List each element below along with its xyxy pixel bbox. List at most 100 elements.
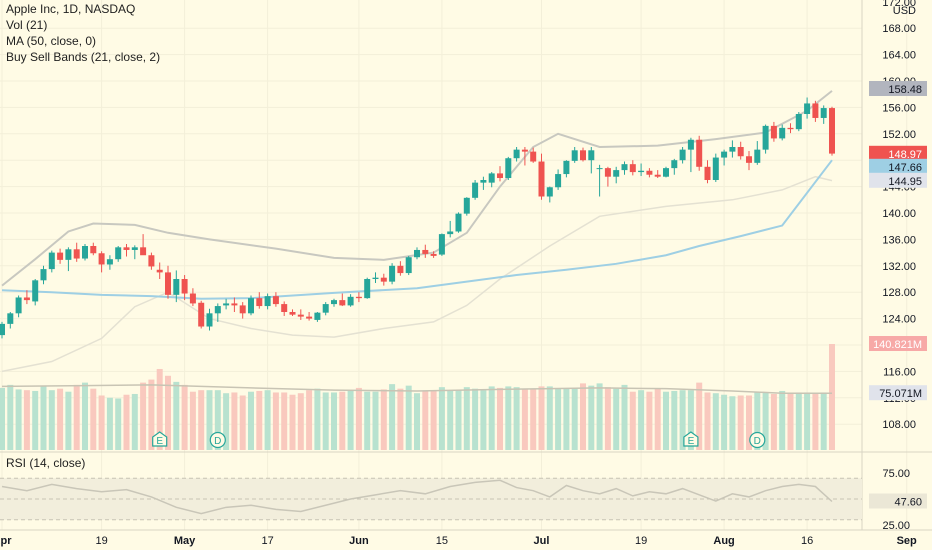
candle-body	[256, 298, 263, 307]
candle-body	[447, 231, 454, 235]
candle-body	[40, 269, 47, 281]
candle-body	[621, 164, 628, 171]
candle-body	[770, 125, 777, 139]
price-label-text: 158.48	[888, 84, 922, 96]
volume-bar	[414, 393, 420, 450]
price-label-background	[869, 493, 927, 509]
candle-body	[762, 125, 769, 150]
ma-value-label: 147.66	[869, 158, 927, 174]
rsi-legend[interactable]: RSI (14, close)	[6, 456, 86, 470]
candle-body	[264, 296, 271, 307]
candle-body	[339, 300, 346, 306]
candle-body	[115, 247, 122, 260]
legend-bands[interactable]: Buy Sell Bands (21, close, 2)	[6, 50, 161, 64]
candle-body	[65, 249, 72, 260]
volume-bar	[596, 383, 603, 450]
legend-title[interactable]: Apple Inc, 1D, NASDAQ	[6, 2, 136, 16]
candle-body	[206, 313, 213, 327]
dividend-marker[interactable]	[209, 431, 226, 449]
price-tick-label: 108.00	[882, 419, 916, 431]
legend-ma[interactable]: MA (50, close, 0)	[6, 34, 97, 48]
candle-body	[538, 161, 545, 197]
candle-body	[671, 160, 678, 169]
price-tick-label: 132.00	[882, 261, 916, 273]
volume-bar	[214, 390, 221, 450]
candle-body	[480, 180, 487, 183]
candle-body	[513, 149, 520, 159]
candle-body	[463, 197, 470, 214]
volume-bar	[829, 344, 835, 450]
price-label-text: 147.66	[888, 162, 922, 174]
volume-bar	[131, 393, 138, 450]
candle-body	[0, 323, 5, 336]
candle-body	[663, 168, 669, 177]
volume-bar	[571, 387, 578, 450]
price-tick-label: 156.00	[882, 102, 916, 114]
candle-body	[131, 247, 138, 250]
candle-body	[82, 246, 88, 259]
volume-bar	[480, 390, 487, 450]
candle-body	[181, 279, 188, 294]
candle-body	[563, 160, 570, 175]
currency-label: USD	[893, 5, 916, 17]
volume-bar	[430, 390, 437, 450]
candle-body	[98, 253, 105, 265]
volume-bar	[513, 387, 520, 450]
candle-body	[198, 302, 205, 327]
volume-bar	[538, 386, 545, 450]
earnings-marker[interactable]	[152, 431, 168, 447]
dividend-marker-label[interactable]: D	[214, 436, 221, 447]
legend-volume[interactable]: Vol (21)	[6, 18, 48, 32]
volume-bar	[223, 393, 230, 450]
price-label-text: 140.821M	[873, 339, 922, 351]
volume-bar	[588, 385, 595, 450]
volume-bar	[231, 392, 238, 450]
candle-body	[272, 296, 279, 305]
candle-body	[521, 149, 528, 152]
dividend-marker[interactable]	[749, 431, 766, 449]
candle-body	[505, 158, 512, 179]
candle-body	[297, 314, 304, 317]
price-label-text: 75.071M	[879, 388, 922, 400]
candle-body	[23, 297, 30, 301]
volume-bar	[339, 391, 346, 450]
earnings-marker-label[interactable]: E	[688, 436, 695, 447]
price-tick-label: 136.00	[882, 234, 916, 246]
volume-bar	[256, 390, 263, 450]
candle-body	[472, 182, 479, 198]
candle-body	[438, 234, 445, 255]
volume-bar	[281, 392, 288, 450]
volume-bar	[23, 390, 30, 450]
price-tick-label: 164.00	[882, 50, 916, 62]
volume-bar	[198, 390, 205, 450]
candle-body	[57, 252, 64, 260]
time-tick-label: 16	[801, 535, 813, 547]
dividend-marker-label[interactable]: D	[754, 436, 761, 447]
volume-ma-value-label: 75.071M	[869, 385, 927, 401]
volume-bar	[737, 395, 744, 450]
candle-body	[347, 296, 354, 306]
candle-body	[397, 265, 404, 274]
price-label-text: 148.97	[888, 149, 922, 161]
volume-bar	[106, 397, 113, 450]
candle-body	[779, 127, 786, 139]
band-upper-value-label: 158.48	[869, 81, 927, 96]
earnings-marker[interactable]	[683, 431, 699, 447]
candle-body	[829, 108, 835, 154]
candle-body	[638, 170, 645, 173]
price-tick-label: 168.00	[882, 23, 916, 35]
price-label-text: 47.60	[894, 496, 922, 508]
volume-bar	[546, 386, 553, 450]
time-tick-label: Aug	[713, 535, 734, 547]
volume-bar	[712, 393, 719, 450]
candle-body	[223, 303, 230, 306]
candle-body	[488, 173, 495, 183]
volume-bar	[297, 393, 304, 450]
price-label-background	[869, 81, 927, 96]
earnings-marker-label[interactable]: E	[156, 436, 163, 447]
volume-bar	[397, 388, 404, 450]
volume-bar	[380, 389, 387, 450]
volume-bar	[629, 391, 636, 450]
